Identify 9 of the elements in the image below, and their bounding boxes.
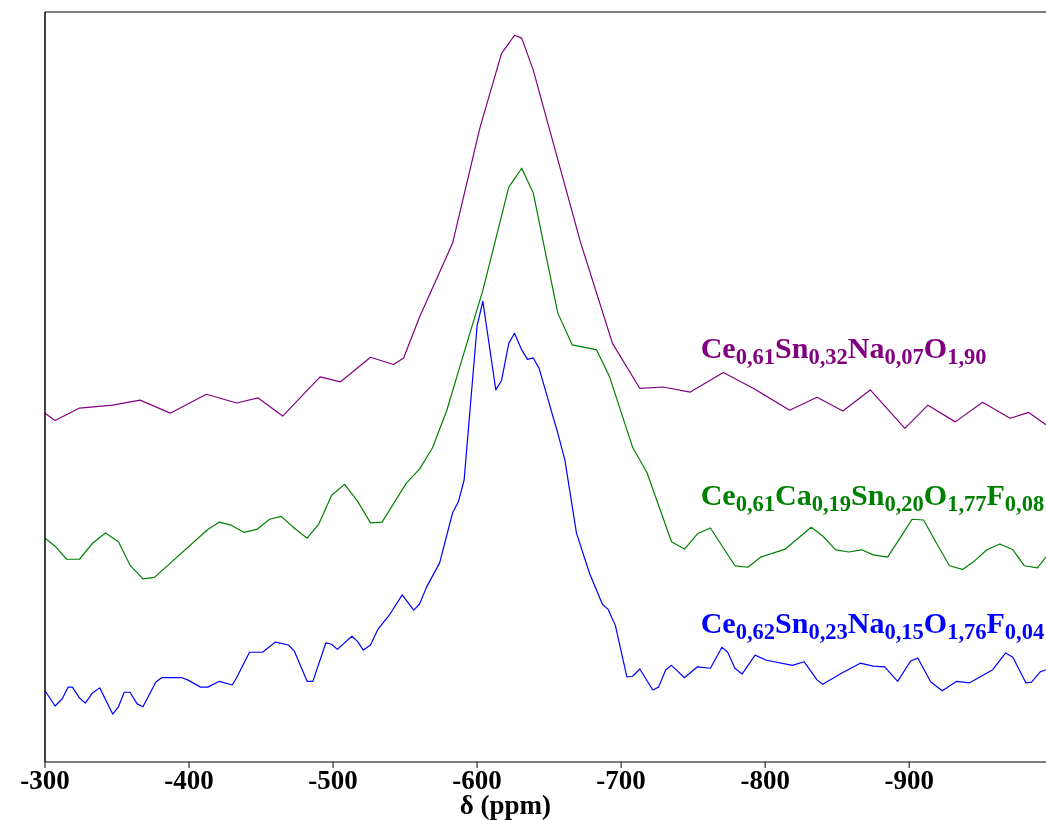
text: Ce$_{0,62}$Sn$_{0,23}$Na$_{0,15}$O$_{1,76}$F$_{0,04}$ bbox=[700, 606, 1045, 644]
series-label: Ce$_{0,61}$Sn$_{0,32}$Na$_{0,07}$O$_{1,90}$ bbox=[700, 331, 987, 370]
x-tick-label: -800 bbox=[740, 765, 790, 796]
x-tick-label: -900 bbox=[884, 765, 934, 796]
x-tick-label: -400 bbox=[164, 765, 214, 796]
text: Ce$_{0,61}$Ca$_{0,19}$Sn$_{0,20}$O$_{1,77}$F$_{0,08}$ bbox=[700, 478, 1045, 517]
x-tick-label: -300 bbox=[20, 765, 70, 796]
x-tick-label: -700 bbox=[596, 765, 646, 796]
x-tick-label: -500 bbox=[308, 765, 358, 796]
